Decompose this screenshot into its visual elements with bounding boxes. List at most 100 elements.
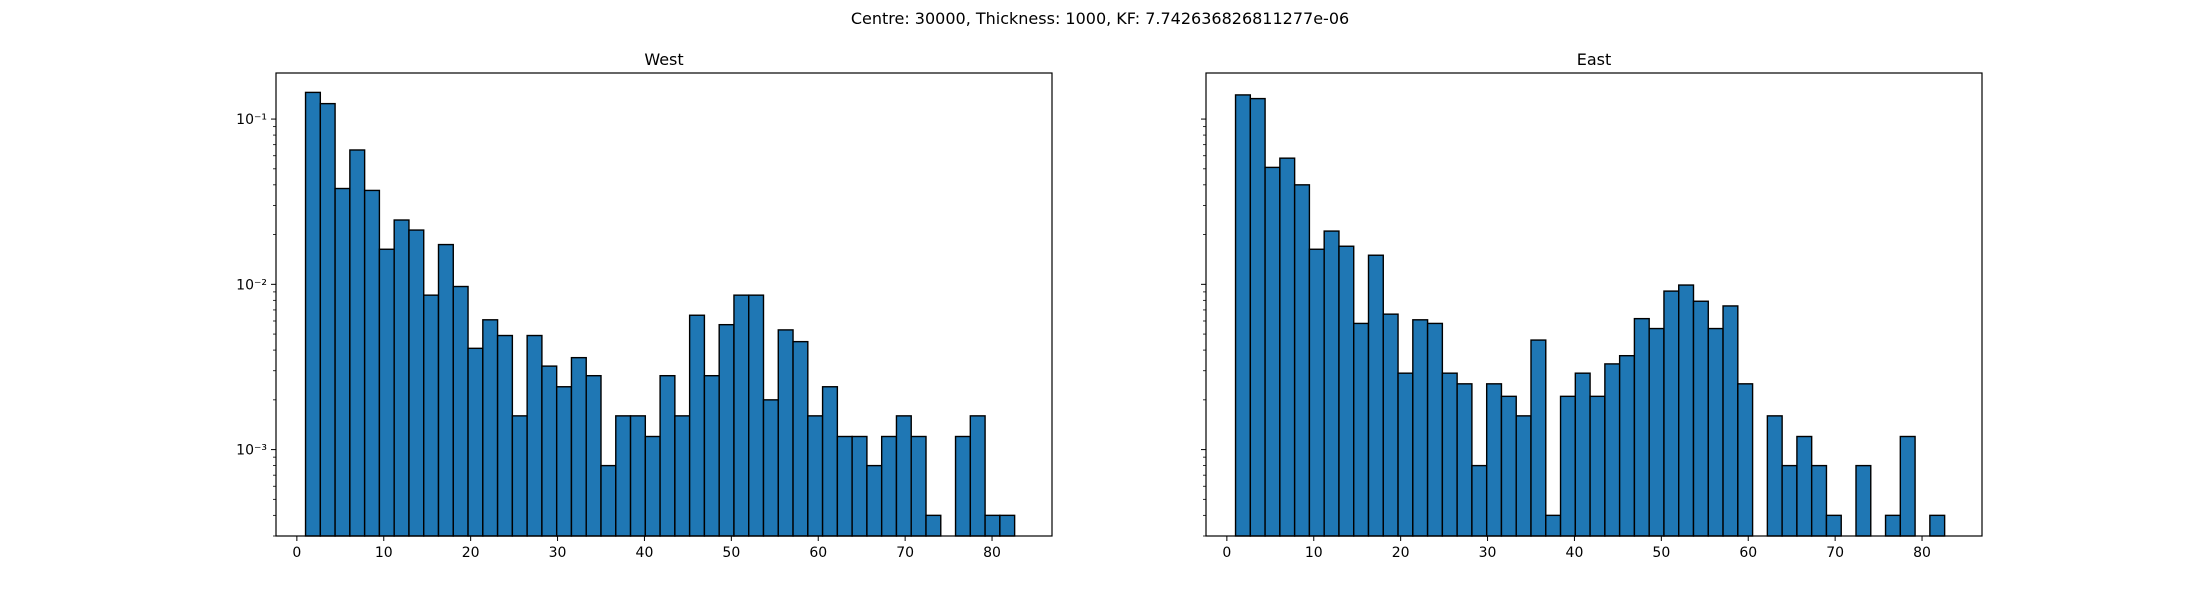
figure-title: Centre: 30000, Thickness: 1000, KF: 7.74… (851, 9, 1349, 28)
subplot-east: East 0 10 20 30 40 50 60 70 80 (1201, 50, 1983, 561)
histogram-bar (570, 356, 587, 537)
x-tick-label: 50 (1652, 545, 1670, 561)
histogram-bar (1485, 383, 1503, 537)
histogram-bar (1633, 317, 1650, 537)
histogram-bar (984, 514, 1001, 537)
histogram-bar (423, 294, 440, 537)
histogram-bar (910, 435, 927, 537)
histogram-bar (1397, 372, 1414, 537)
axes-frame (1205, 72, 1983, 537)
histogram-bar (1737, 383, 1754, 537)
histogram-bar (1648, 327, 1665, 537)
histogram-bar (1796, 435, 1813, 537)
histogram-bar (1234, 94, 1252, 537)
x-tick-label: 70 (1826, 545, 1844, 561)
histogram-bar (866, 464, 883, 537)
histogram-bar (482, 319, 499, 537)
histogram-bar (644, 435, 661, 537)
histogram-bar (541, 365, 558, 537)
histogram-bar (334, 187, 351, 537)
histogram-bar (1338, 245, 1355, 537)
histogram-bar (1707, 327, 1724, 537)
histogram-bar (304, 91, 322, 537)
histogram-bar (688, 314, 706, 537)
y-tick-label: 10⁻¹ (236, 112, 267, 128)
histogram-bar (378, 248, 395, 537)
x-tick-label: 30 (549, 545, 567, 561)
x-tick-label: 10 (375, 545, 393, 561)
histogram-bar (1500, 395, 1517, 537)
histogram-bar (1618, 354, 1636, 537)
histogram-bar (1545, 514, 1562, 537)
histogram-bar (1412, 319, 1429, 537)
axes-frame (275, 72, 1053, 537)
histogram-bar (496, 334, 514, 537)
x-tick-label: 50 (722, 545, 740, 561)
x-tick-label: 20 (1392, 545, 1410, 561)
histogram-bar (1308, 248, 1325, 537)
histogram-bar (836, 435, 853, 537)
histogram-bar (1264, 166, 1281, 537)
x-tick-label: 80 (983, 545, 1001, 561)
histogram-bar (1441, 372, 1458, 537)
x-tick-label: 70 (896, 545, 914, 561)
x-tick-label: 0 (292, 545, 301, 561)
subplot-title: East (1577, 50, 1612, 69)
histogram-bar (615, 415, 632, 537)
histogram-bar (511, 415, 528, 537)
histogram-bar (1249, 97, 1266, 537)
histogram-bar (467, 347, 484, 537)
x-tick-label: 60 (1739, 545, 1757, 561)
histogram-bar (1663, 290, 1680, 537)
histogram-bar (1589, 395, 1606, 537)
histogram-bar (1692, 300, 1709, 537)
histogram-bar (762, 399, 779, 537)
histogram-bar (1781, 464, 1798, 537)
subplot-title: West (644, 50, 683, 69)
histogram-bar (1515, 415, 1532, 537)
histogram-bar (1426, 322, 1444, 537)
histogram-bar (526, 334, 543, 537)
x-tick-label: 0 (1222, 545, 1231, 561)
y-tick-label: 10⁻² (236, 277, 267, 293)
y-tick-label: 10⁻³ (236, 443, 267, 459)
histogram-bar (349, 149, 366, 537)
histogram-bar (1766, 415, 1783, 537)
histogram-bar (600, 464, 617, 537)
x-tick-label: 40 (1566, 545, 1584, 561)
histogram-bar (1279, 157, 1296, 537)
histogram-bar (969, 415, 986, 537)
histogram-bar (851, 435, 868, 537)
subplot-west: West 0 10 20 30 40 50 60 70 80 10⁻¹ 10⁻² 10⁻³ (236, 50, 1053, 561)
histogram-bar (585, 374, 602, 537)
histogram-bar (792, 340, 809, 537)
histogram-bar (363, 189, 381, 537)
histogram-bar (1884, 514, 1902, 537)
histogram-bar (1899, 435, 1916, 537)
histogram-bar (954, 435, 972, 537)
histogram-bar (880, 435, 898, 537)
histogram-bar (408, 229, 425, 537)
histogram-bar (1574, 372, 1591, 537)
histogram-bar (674, 415, 691, 537)
histogram-bar (659, 374, 676, 537)
histogram-bar (1456, 383, 1473, 537)
histogram-bar (733, 294, 750, 537)
histogram-bar (1929, 514, 1946, 537)
histogram-bar (1855, 464, 1872, 537)
histogram-bar (452, 285, 469, 537)
histogram-bar (1382, 313, 1399, 537)
x-tick-label: 30 (1479, 545, 1497, 561)
histogram-bar (1323, 230, 1340, 537)
histogram-bar (748, 294, 765, 537)
x-tick-label: 40 (636, 545, 654, 561)
histogram-bar (1604, 363, 1621, 537)
x-tick-label: 60 (809, 545, 827, 561)
histogram-bar (1559, 395, 1577, 537)
histogram-bar (393, 219, 410, 537)
histogram-bar (1530, 339, 1547, 537)
histogram-bar (777, 329, 794, 537)
histogram-bar (437, 243, 454, 537)
histogram-bar (925, 514, 942, 537)
subplots: West 0 10 20 30 40 50 60 70 80 10⁻¹ 10⁻² 10⁻³ East 0 10… (236, 50, 1983, 561)
